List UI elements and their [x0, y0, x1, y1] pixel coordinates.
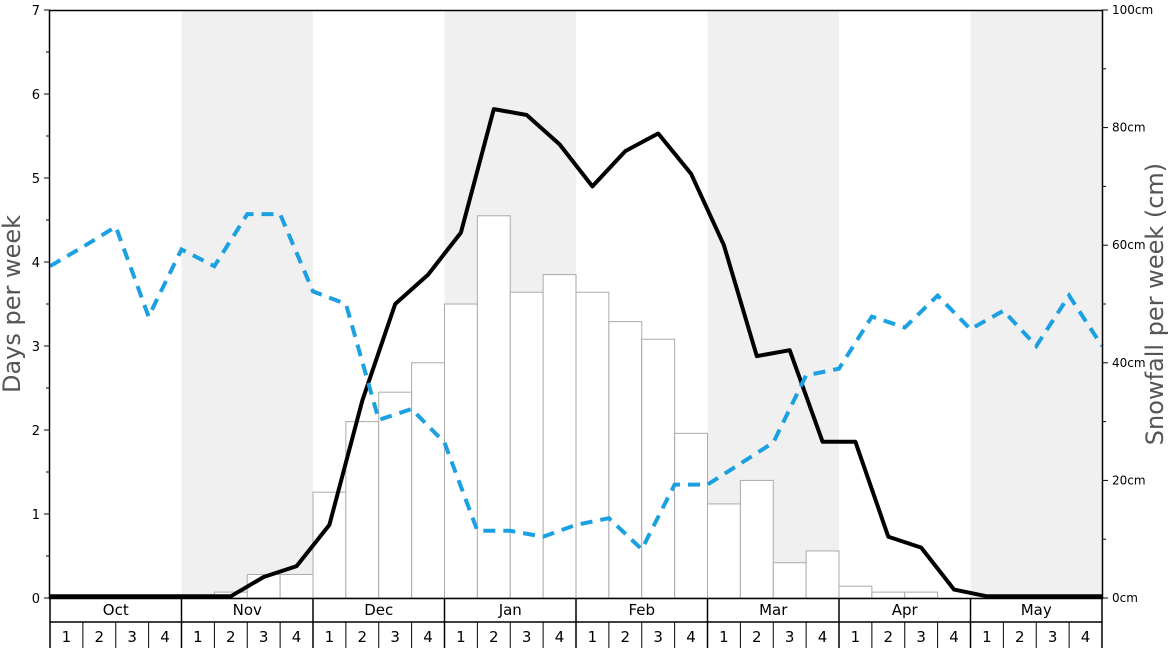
week-label: 2: [752, 628, 762, 646]
snowfall-bar: [312, 491, 347, 599]
solid-line: [50, 107, 1102, 599]
x-axis-table: Oct 1 2 3 4 Nov 1 2 3 4 Dec 1 2 3 4 Jan 1 2 3 4 Feb 1 2 3 4 Mar 1 2…: [49, 598, 1103, 648]
week-label: 1: [62, 628, 72, 646]
week-label: 4: [949, 628, 959, 646]
left-axis-label: Days per week: [0, 215, 26, 393]
left-tick-label: 6: [32, 88, 40, 103]
week-label: 4: [1081, 628, 1091, 646]
left-tick-label: 3: [32, 340, 40, 355]
week-label: 4: [292, 628, 302, 646]
snowfall-bar: [838, 585, 873, 599]
week-label: 1: [325, 628, 335, 646]
snowfall-bar: [444, 303, 478, 599]
left-tick-label: 1: [32, 508, 40, 523]
week-label: 4: [818, 628, 828, 646]
week-label: 3: [785, 628, 795, 646]
week-label: 3: [1048, 628, 1058, 646]
right-axis: 0cm 20cm 40cm 60cm 80cm 100cm: [1102, 3, 1153, 605]
week-label: 1: [719, 628, 729, 646]
left-axis: 0 1 2 3 4 5 6 7: [32, 4, 50, 607]
week-label: 2: [884, 628, 894, 646]
week-label: 2: [95, 628, 105, 646]
week-label: 1: [193, 628, 203, 646]
snowfall-bar: [608, 321, 643, 599]
week-label: 3: [916, 628, 926, 646]
left-tick-label: 2: [32, 424, 40, 439]
right-tick-label: 100cm: [1112, 3, 1153, 17]
week-label: 4: [423, 628, 433, 646]
snowfall-bar: [707, 503, 741, 599]
right-tick-label: 80cm: [1112, 121, 1146, 135]
snowfall-bar: [674, 432, 708, 599]
month-shade-nov: [181, 10, 313, 598]
right-tick-label: 40cm: [1112, 356, 1146, 370]
snowfall-bar: [871, 591, 906, 599]
month-shade-may: [970, 10, 1102, 598]
dashed-line: [48, 212, 1104, 553]
snowfall-bar: [739, 479, 774, 599]
snowfall-bar: [279, 573, 314, 599]
month-label: Oct: [103, 601, 129, 619]
month-label: Feb: [628, 601, 655, 619]
day-lines: [48, 107, 1104, 599]
snowfall-bar: [805, 550, 840, 599]
week-label: 3: [522, 628, 532, 646]
week-label: 3: [127, 628, 137, 646]
month-label: May: [1021, 601, 1052, 619]
week-label: 2: [358, 628, 368, 646]
snowfall-bar: [772, 562, 807, 599]
snowfall-bar: [411, 362, 445, 599]
snowfall-bar: [641, 338, 676, 599]
week-label: 2: [1015, 628, 1025, 646]
month-label: Jan: [498, 601, 522, 619]
month-label: Apr: [892, 601, 919, 619]
snowfall-bar: [904, 591, 939, 599]
snowfall-bar: [575, 291, 610, 599]
right-tick-label: 60cm: [1112, 238, 1146, 252]
week-label: 1: [982, 628, 992, 646]
week-label: 1: [588, 628, 598, 646]
week-label: 3: [653, 628, 663, 646]
month-label: Mar: [759, 601, 788, 619]
snowfall-bar: [542, 274, 577, 599]
week-label: 4: [160, 628, 170, 646]
month-label: Dec: [364, 601, 393, 619]
snowfall-bar: [378, 391, 413, 599]
snowfall-bar: [476, 215, 511, 599]
right-tick-label: 20cm: [1112, 473, 1146, 487]
week-label: 2: [489, 628, 499, 646]
week-label: 2: [621, 628, 631, 646]
right-axis-label: Snowfall per week (cm): [1141, 163, 1168, 445]
week-label: 3: [259, 628, 269, 646]
week-label: 1: [851, 628, 861, 646]
left-tick-label: 7: [32, 4, 40, 19]
week-label: 3: [390, 628, 400, 646]
snowfall-bar: [509, 291, 544, 599]
left-tick-label: 4: [32, 256, 40, 271]
right-tick-label: 0cm: [1112, 591, 1138, 605]
week-label: 4: [555, 628, 565, 646]
left-tick-label: 0: [32, 592, 40, 607]
week-label: 4: [686, 628, 696, 646]
week-label: 2: [226, 628, 236, 646]
left-tick-label: 5: [32, 172, 40, 187]
week-label: 1: [456, 628, 466, 646]
snowfall-bar: [345, 421, 380, 599]
month-label: Nov: [233, 601, 262, 619]
